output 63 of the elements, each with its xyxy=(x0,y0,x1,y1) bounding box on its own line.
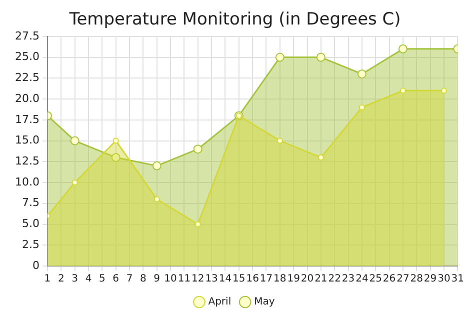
point xyxy=(111,152,120,162)
x-tick-label: 31 xyxy=(451,274,464,285)
x-tick-label: 9 xyxy=(154,274,160,285)
x-tick-label: 10 xyxy=(164,274,177,285)
x-tick-label: 14 xyxy=(218,274,232,285)
y-tick-label: 20.0 xyxy=(14,92,40,105)
point xyxy=(194,221,201,228)
x-tick-label: 8 xyxy=(140,274,146,285)
point xyxy=(398,44,408,54)
point xyxy=(154,196,160,202)
x-tick-label: 24 xyxy=(356,274,368,285)
x-tick-label: 1 xyxy=(44,274,51,285)
point xyxy=(400,88,406,94)
x-tick-label: 18 xyxy=(274,274,286,285)
y-tick-label: 17.5 xyxy=(14,112,40,126)
point xyxy=(70,136,80,146)
x-tick-label: 3 xyxy=(72,274,78,285)
x-tick-label: 27 xyxy=(396,274,410,285)
y-tick-label: 15.0 xyxy=(14,134,40,147)
x-tick-label: 2 xyxy=(58,274,64,285)
point xyxy=(112,138,119,144)
x-tick-label: 7 xyxy=(126,274,133,285)
x-tick-label: 22 xyxy=(328,274,341,285)
point xyxy=(193,144,202,154)
point xyxy=(152,161,162,170)
legend-label: May xyxy=(254,296,275,308)
x-tick-label: 4 xyxy=(85,274,92,285)
x-tick-label: 25 xyxy=(369,274,382,285)
y-tick-label: 10.0 xyxy=(14,175,40,188)
point xyxy=(357,69,366,78)
y-tick-label: 12.5 xyxy=(14,154,40,168)
point xyxy=(318,154,324,160)
x-tick-label: 5 xyxy=(98,274,106,285)
x-tick-label: 11 xyxy=(178,274,191,285)
point xyxy=(316,52,326,62)
point xyxy=(358,104,365,110)
x-tick-label: 19 xyxy=(287,274,300,285)
point xyxy=(440,88,447,94)
y-tick-label: 2.5 xyxy=(22,238,40,251)
x-tick-label: 23 xyxy=(342,274,355,285)
x-tick-label: 15 xyxy=(232,274,246,285)
x-tick-label: 20 xyxy=(300,274,314,285)
y-tick-label: 27.5 xyxy=(14,29,40,42)
x-tick-label: 16 xyxy=(246,274,259,285)
x-tick-label: 28 xyxy=(410,274,423,285)
x-tick-label: 26 xyxy=(382,274,396,285)
point xyxy=(72,180,78,186)
y-tick-label: 22.5 xyxy=(14,71,40,84)
y-tick-label: 5.0 xyxy=(22,217,40,230)
y-tick-label: 25.0 xyxy=(14,50,40,64)
x-tick-label: 21 xyxy=(314,274,328,285)
point xyxy=(275,52,284,62)
y-tick-label: 0 xyxy=(32,258,40,272)
x-tick-label: 30 xyxy=(438,274,450,285)
chart-title: Temperature Monitoring (in Degrees C) xyxy=(68,10,401,30)
y-tick-label: 7.5 xyxy=(22,196,40,210)
x-tick-label: 29 xyxy=(424,274,437,285)
x-tick-label: 17 xyxy=(260,274,273,285)
x-tick-label: 13 xyxy=(205,274,218,285)
legend-label: April xyxy=(208,296,232,308)
x-tick-label: 6 xyxy=(112,274,120,285)
point xyxy=(276,138,283,144)
x-tick-label: 12 xyxy=(192,274,204,285)
